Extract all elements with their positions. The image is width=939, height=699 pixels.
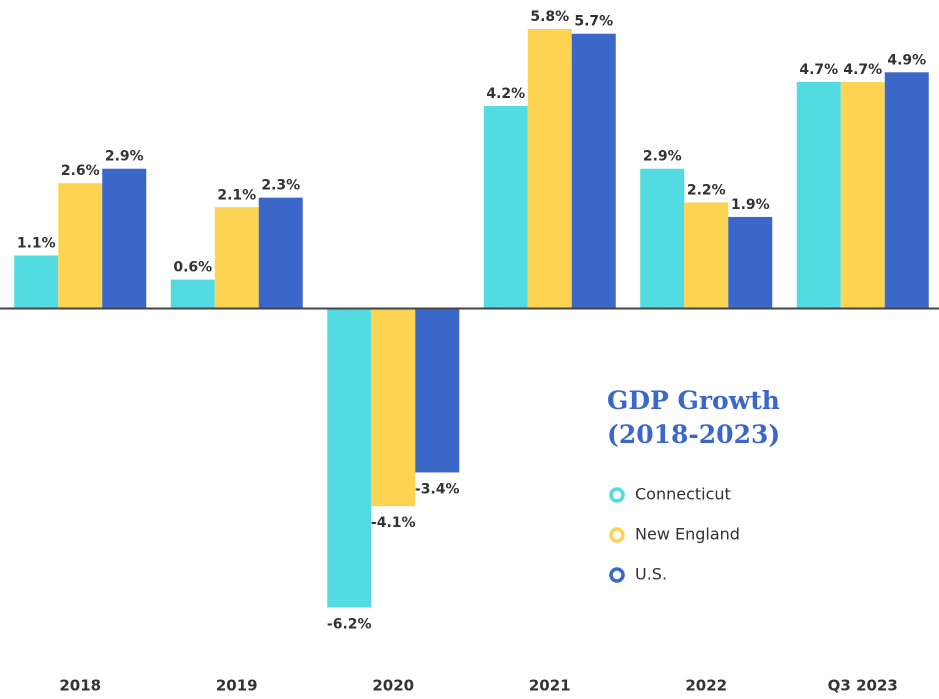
value-label: 2.3% <box>261 178 300 194</box>
legend-label: U.S. <box>635 565 667 584</box>
bar <box>58 183 103 309</box>
value-label: 2.9% <box>643 149 682 165</box>
x-tick-label: 2021 <box>529 677 571 695</box>
bar <box>840 81 885 309</box>
value-label: 2.1% <box>217 187 256 203</box>
legend-label: New England <box>635 525 740 544</box>
x-tick-label: 2018 <box>59 677 101 695</box>
bar <box>640 168 685 309</box>
x-tick-label: 2022 <box>685 677 727 695</box>
value-label: 2.2% <box>687 182 726 198</box>
value-label: 2.6% <box>61 163 100 179</box>
bar <box>684 202 729 309</box>
bar <box>571 33 616 309</box>
bar <box>483 106 528 309</box>
bar <box>14 255 59 309</box>
x-tick-label: Q3 2023 <box>828 677 898 695</box>
value-label: -4.1% <box>371 515 416 531</box>
value-label: -3.4% <box>415 481 460 497</box>
bar <box>170 279 215 309</box>
value-label: -6.2% <box>327 616 372 632</box>
bar <box>796 81 841 309</box>
bar <box>884 72 929 309</box>
value-label: 5.7% <box>574 14 613 30</box>
bar <box>327 308 372 608</box>
bar <box>258 197 303 309</box>
chart-title: GDP Growth (2018-2023) <box>607 386 781 449</box>
bar <box>527 28 572 309</box>
value-label: 2.9% <box>105 149 144 165</box>
value-label: 4.7% <box>799 62 838 78</box>
value-label: 0.6% <box>173 260 212 276</box>
value-label: 1.1% <box>17 235 56 251</box>
value-label: 1.9% <box>731 197 770 213</box>
value-label: 5.8% <box>530 9 569 25</box>
value-label: 4.7% <box>843 62 882 78</box>
value-label: 4.2% <box>486 86 525 102</box>
bar <box>102 168 147 309</box>
x-tick-label: 2020 <box>372 677 414 695</box>
bar <box>371 308 416 507</box>
bar <box>415 308 460 473</box>
legend-marker <box>609 527 625 543</box>
legend-label: Connecticut <box>635 485 731 504</box>
x-tick-label: 2019 <box>216 677 258 695</box>
bar <box>214 207 259 309</box>
value-label: 4.9% <box>887 52 926 68</box>
bar <box>728 216 773 309</box>
legend-marker <box>609 567 625 583</box>
legend-marker <box>609 487 625 503</box>
